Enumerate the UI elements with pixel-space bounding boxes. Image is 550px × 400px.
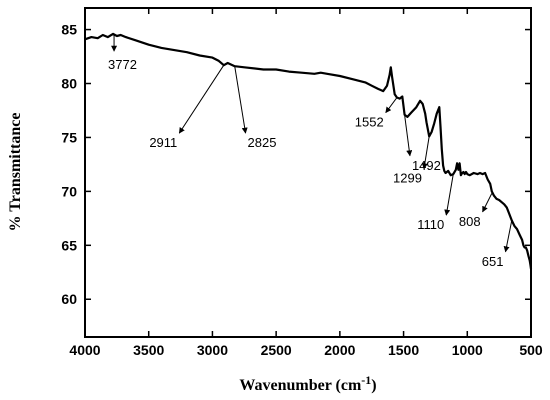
- annotation-label: 808: [459, 214, 481, 229]
- x-tick-label: 1500: [388, 342, 419, 358]
- annotation-label: 3772: [108, 57, 137, 72]
- x-tick-label: 3500: [133, 342, 164, 358]
- y-axis-title: % Transmittance: [7, 113, 24, 232]
- annotation-label: 651: [482, 254, 504, 269]
- y-axis-ticks: 60 65 70 75 80 85: [61, 22, 531, 307]
- annotation-label: 2825: [248, 135, 277, 150]
- x-tick-label: 1000: [452, 342, 483, 358]
- annotation-arrow: [482, 193, 493, 213]
- x-axis-title-main: Wavenumber (cm: [239, 377, 362, 394]
- annotation-arrow: [385, 97, 398, 114]
- plot-frame: [84, 7, 532, 338]
- y-tick-label: 70: [61, 183, 77, 199]
- y-tick-label: 60: [61, 291, 77, 307]
- annotation-arrow: [234, 66, 248, 134]
- annotation-arrow: [421, 136, 430, 170]
- annotation-arrow: [503, 220, 513, 253]
- annotation-arrow: [178, 64, 225, 134]
- y-tick-label: 65: [61, 237, 77, 253]
- x-axis-ticks: 4000 3500 3000 2500 2000 1500 1000 500: [69, 8, 543, 358]
- x-axis-title-sup: -1: [361, 373, 371, 387]
- annotation-label: 1110: [417, 217, 444, 232]
- x-tick-label: 2000: [324, 342, 355, 358]
- x-tick-label: 4000: [69, 342, 100, 358]
- x-axis-title-close: ): [371, 377, 376, 394]
- x-tick-label: 500: [519, 342, 543, 358]
- x-tick-label: 2500: [261, 342, 292, 358]
- y-tick-label: 80: [61, 76, 77, 92]
- x-tick-label: 3000: [197, 342, 228, 358]
- x-axis-title: Wavenumber (cm-1): [239, 373, 376, 394]
- annotation-label: 1552: [355, 115, 384, 130]
- annotation-label: 1299: [393, 171, 422, 186]
- series-line: [84, 32, 533, 270]
- y-tick-label: 85: [61, 22, 77, 38]
- annotation-arrow: [444, 174, 454, 216]
- annotation-arrow: [404, 114, 413, 157]
- annotation-label: 2911: [149, 135, 177, 150]
- y-tick-label: 75: [61, 129, 77, 145]
